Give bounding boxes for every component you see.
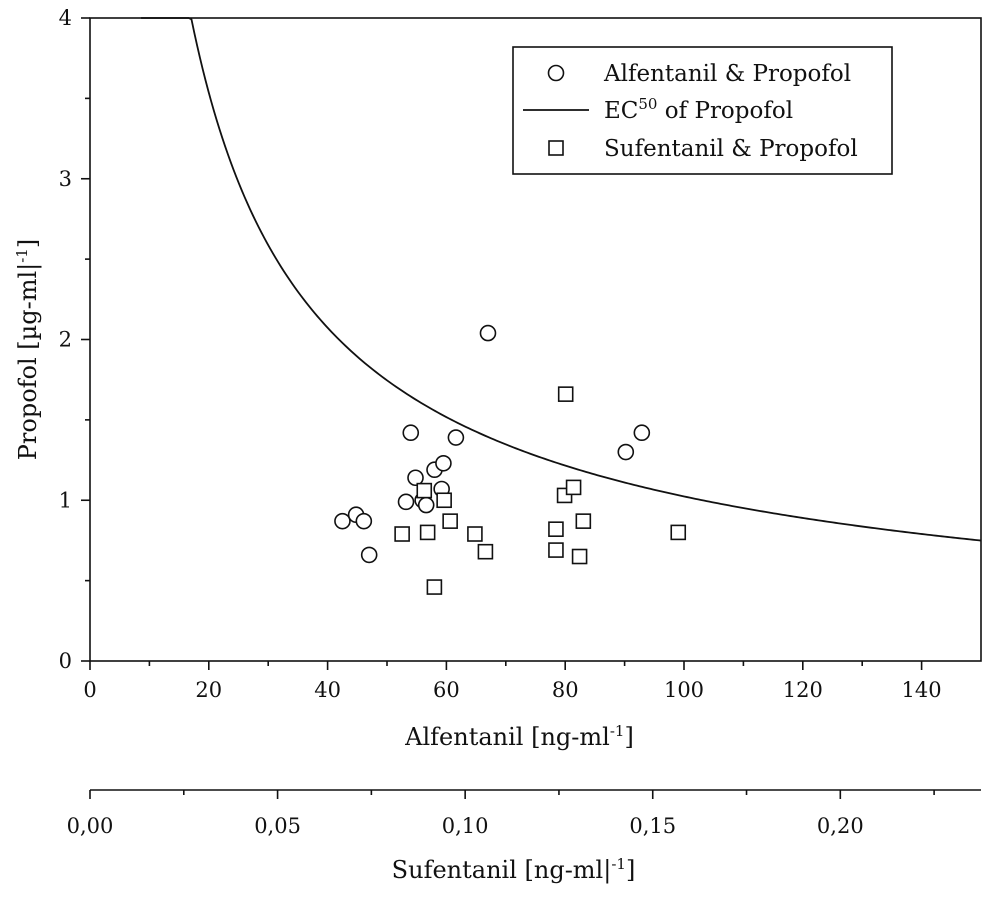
y-axis-title: Propofol [µg-ml|-1] bbox=[13, 239, 43, 460]
sufentanil-point bbox=[575, 513, 592, 529]
x-axis-title: Alfentanil [ng-ml-1] bbox=[404, 722, 634, 751]
alfentanil-point bbox=[417, 496, 435, 514]
x2-tick-label: 0,10 bbox=[442, 814, 489, 838]
x2-tick-label: 0,00 bbox=[67, 814, 114, 838]
legend-label: Alfentanil & Propofol bbox=[603, 61, 851, 87]
x2-axis-title: Sufentanil [ng-ml|-1] bbox=[392, 855, 636, 885]
sufentanil-point bbox=[477, 543, 494, 560]
sufentanil-point bbox=[670, 524, 687, 541]
alfentanil-point bbox=[435, 454, 452, 472]
y-tick-label: 3 bbox=[59, 167, 72, 191]
legend-label: EC50 of Propofol bbox=[604, 95, 793, 124]
alfentanil-point bbox=[397, 493, 415, 511]
alfentanil-point bbox=[407, 469, 424, 487]
axes-layer: 0 20 40 60 80 100 120 140 0 1 2 3 4 Alfentanil [ng-ml… bbox=[13, 6, 981, 885]
legend: Alfentanil & Propofol EC50 of Propofol Suf… bbox=[512, 46, 893, 175]
x-tick-label: 20 bbox=[195, 678, 222, 702]
legend-square-marker bbox=[548, 140, 564, 156]
sufentanil-point bbox=[557, 386, 574, 402]
y-tick-label: 4 bbox=[59, 6, 72, 30]
x-tick-label: 140 bbox=[902, 678, 942, 702]
x-tick-label: 40 bbox=[314, 678, 341, 702]
sufentanil-point bbox=[571, 548, 588, 565]
legend-label: Sufentanil & Propofol bbox=[604, 136, 858, 162]
sufentanil-point bbox=[467, 526, 483, 542]
alfentanil-point bbox=[479, 324, 497, 342]
sufentanil-point bbox=[548, 521, 564, 537]
y-tick-label: 2 bbox=[59, 328, 72, 352]
alfentanil-point bbox=[355, 512, 373, 530]
plot-border bbox=[89, 17, 982, 662]
alfentanil-point bbox=[447, 429, 465, 446]
plot-frame bbox=[89, 17, 982, 662]
x-tick-label: 100 bbox=[664, 678, 704, 702]
sufentanil-point bbox=[548, 542, 564, 558]
x-tick-label: 120 bbox=[783, 678, 823, 702]
alfentanil-point bbox=[633, 424, 651, 442]
alfentanil-point bbox=[360, 546, 378, 564]
sufentanil-point bbox=[436, 492, 452, 509]
x2-tick-label: 0,15 bbox=[629, 814, 676, 838]
y-tick-label: 0 bbox=[59, 649, 72, 673]
x-tick-label: 0 bbox=[83, 678, 96, 702]
legend-circle-marker bbox=[547, 64, 565, 82]
x-tick-label: 80 bbox=[552, 678, 579, 702]
ec50-curve-layer bbox=[141, 17, 982, 542]
sufentanil-point bbox=[426, 579, 443, 595]
ec50-curve bbox=[141, 17, 982, 542]
sufentanil-point bbox=[394, 526, 410, 542]
alfentanil-point bbox=[617, 443, 635, 461]
sufentanil-point bbox=[419, 524, 436, 541]
sufentanil-point bbox=[442, 513, 458, 529]
sufentanil-point bbox=[416, 482, 433, 499]
alfentanil-point bbox=[334, 512, 351, 530]
x2-tick-label: 0,05 bbox=[254, 814, 301, 838]
sufentanil-point bbox=[565, 479, 582, 496]
y-tick-label: 1 bbox=[59, 488, 72, 512]
x-tick-label: 60 bbox=[433, 678, 460, 702]
x2-tick-label: 0,20 bbox=[817, 814, 864, 838]
legend-box bbox=[512, 46, 893, 175]
alfentanil-point bbox=[402, 424, 420, 442]
markers-layer bbox=[334, 324, 687, 595]
